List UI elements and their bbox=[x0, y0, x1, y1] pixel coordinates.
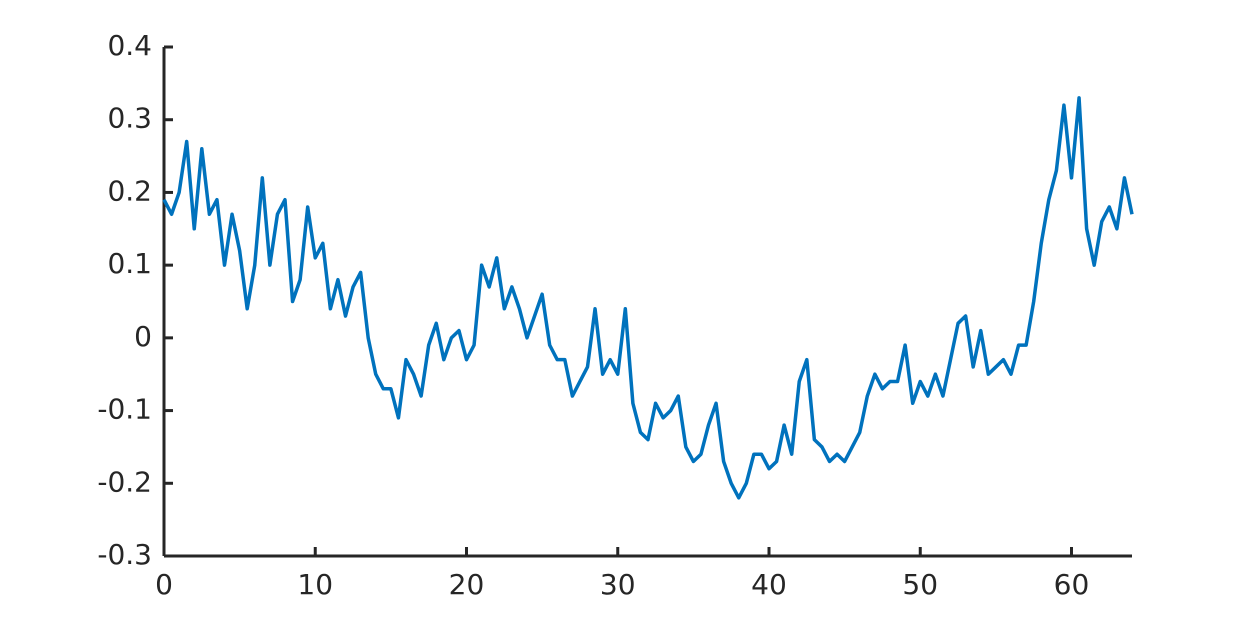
y-tick-label: 0.2 bbox=[107, 174, 152, 207]
x-tick-label: 10 bbox=[297, 568, 333, 601]
y-tick-label: 0.1 bbox=[107, 247, 152, 280]
y-tick-label: -0.3 bbox=[97, 538, 152, 571]
y-tick-label: -0.1 bbox=[97, 393, 152, 426]
x-tick-label: 50 bbox=[902, 568, 938, 601]
x-tick-label: 30 bbox=[600, 568, 636, 601]
y-tick-label: 0 bbox=[134, 320, 152, 353]
data-line bbox=[162, 96, 1134, 500]
y-tick-label: -0.2 bbox=[97, 465, 152, 498]
x-tick-label: 60 bbox=[1054, 568, 1090, 601]
y-tick-label: 0.4 bbox=[107, 29, 152, 62]
x-tick-label: 0 bbox=[155, 568, 173, 601]
x-tick-label: 40 bbox=[751, 568, 787, 601]
y-tick-label: 0.3 bbox=[107, 102, 152, 135]
x-tick-label: 20 bbox=[449, 568, 485, 601]
